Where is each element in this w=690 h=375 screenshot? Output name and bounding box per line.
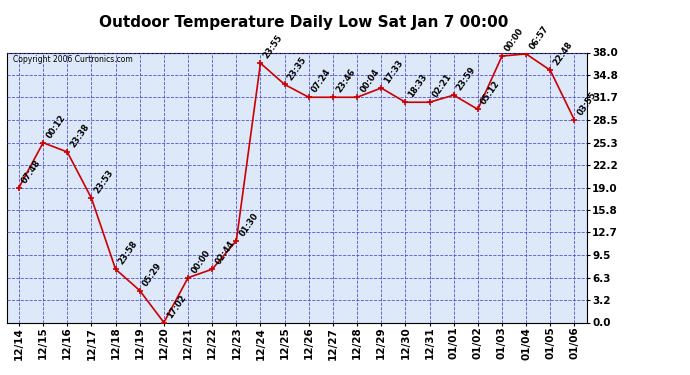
- Text: 23:55: 23:55: [262, 33, 284, 60]
- Text: 23:46: 23:46: [335, 68, 357, 94]
- Text: Copyright 2006 Curtronics.com: Copyright 2006 Curtronics.com: [12, 55, 132, 64]
- Text: 03:55: 03:55: [576, 90, 598, 117]
- Text: 23:35: 23:35: [286, 55, 308, 82]
- Text: 23:38: 23:38: [69, 122, 91, 149]
- Text: 17:02: 17:02: [166, 293, 188, 320]
- Text: 06:57: 06:57: [528, 24, 550, 51]
- Text: Outdoor Temperature Daily Low Sat Jan 7 00:00: Outdoor Temperature Daily Low Sat Jan 7 …: [99, 15, 509, 30]
- Text: 00:00: 00:00: [504, 27, 526, 53]
- Text: 17:33: 17:33: [383, 58, 405, 85]
- Text: 02:21: 02:21: [431, 72, 453, 99]
- Text: 00:00: 00:00: [190, 248, 212, 275]
- Text: 22:48: 22:48: [552, 40, 574, 68]
- Text: 05:29: 05:29: [141, 261, 164, 288]
- Text: 07:24: 07:24: [310, 68, 333, 94]
- Text: 05:12: 05:12: [480, 80, 502, 106]
- Text: 02:44: 02:44: [214, 239, 236, 266]
- Text: 23:58: 23:58: [117, 240, 139, 266]
- Text: 07:48: 07:48: [21, 158, 43, 185]
- Text: 18:33: 18:33: [407, 73, 429, 99]
- Text: 23:53: 23:53: [93, 168, 115, 195]
- Text: 00:04: 00:04: [359, 68, 381, 94]
- Text: 01:30: 01:30: [238, 211, 260, 238]
- Text: 00:12: 00:12: [45, 113, 67, 140]
- Text: 23:59: 23:59: [455, 65, 477, 92]
